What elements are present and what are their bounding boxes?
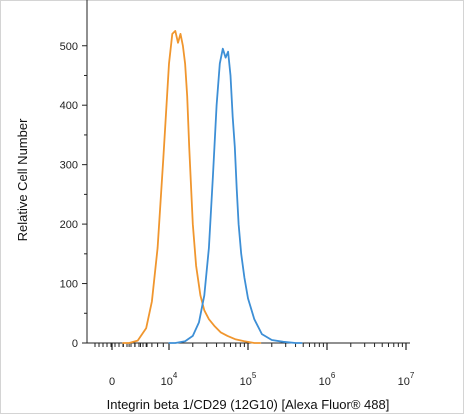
y-axis: 0 100 200 300 400 500 <box>60 0 88 350</box>
y-tick-label: 500 <box>60 41 78 53</box>
x-tick-label: 106 <box>319 371 336 388</box>
series-line-orange <box>122 30 262 344</box>
x-tick-label: 105 <box>240 371 257 388</box>
y-axis-title: Relative Cell Number <box>15 118 30 241</box>
series-layer <box>122 30 303 344</box>
x-axis-title: Integrin beta 1/CD29 (12G10) [Alexa Fluo… <box>107 397 390 412</box>
y-tick-label: 400 <box>60 100 78 112</box>
y-tick-label: 300 <box>60 160 78 172</box>
y-tick-label: 100 <box>60 279 78 291</box>
x-axis: 0 104 105 106 107 <box>87 342 415 388</box>
x-tick-label: 0 <box>109 376 115 388</box>
y-tick-label: 0 <box>72 338 78 350</box>
x-tick-label: 104 <box>161 371 178 388</box>
x-tick-label: 107 <box>398 371 415 388</box>
y-tick-label: 200 <box>60 219 78 231</box>
series-line-blue <box>168 47 303 344</box>
